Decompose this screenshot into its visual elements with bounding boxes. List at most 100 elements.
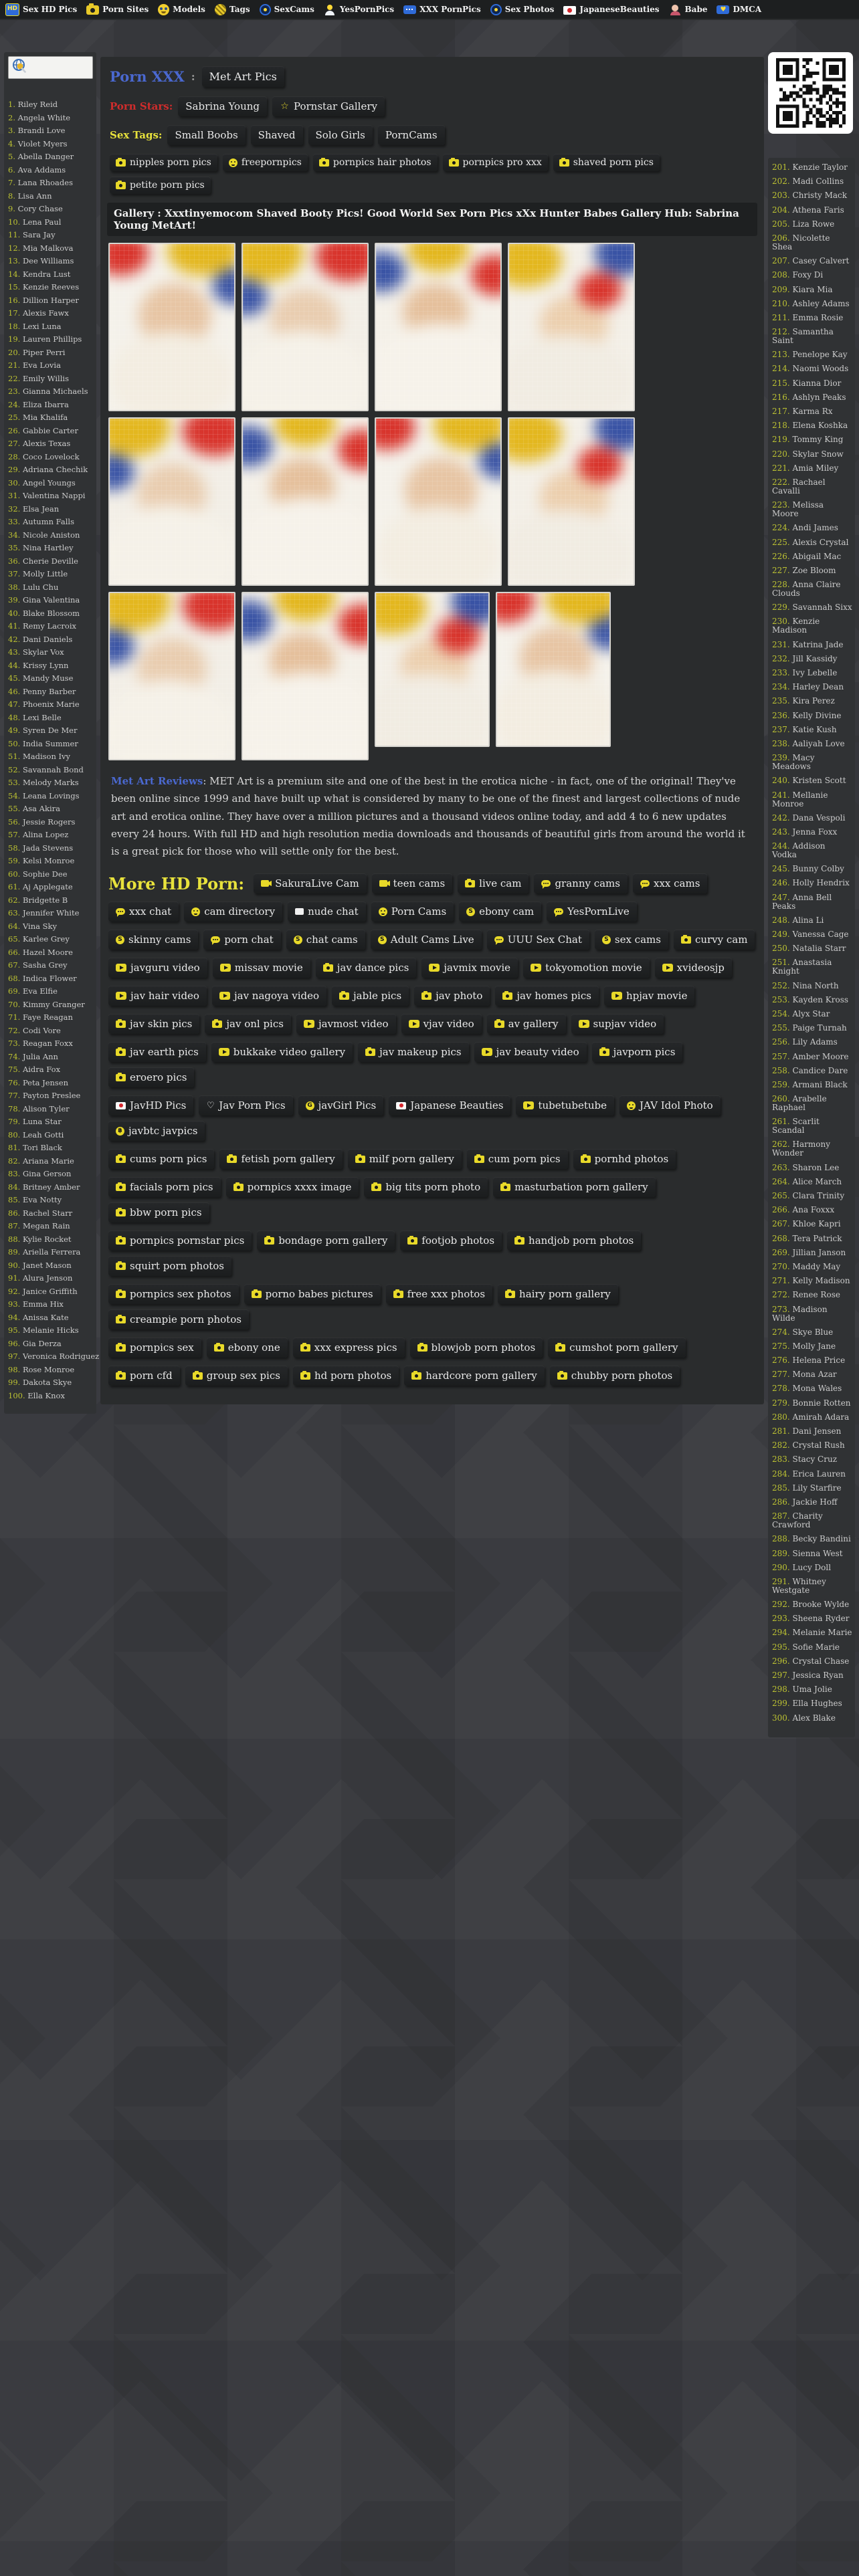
model-link[interactable]: 233. Ivy Lebelle: [772, 669, 852, 677]
quick-tag-button[interactable]: pornpics pro xxx: [442, 154, 548, 171]
model-link[interactable]: 299. Ella Hughes: [772, 1699, 852, 1708]
model-link[interactable]: 265. Clara Trinity: [772, 1192, 852, 1200]
hd-porn-link-button[interactable]: tokyomotion movie: [523, 958, 650, 978]
topbar-link-models[interactable]: Models: [158, 3, 205, 15]
hd-porn-link-button[interactable]: granny cams: [534, 873, 628, 894]
pornstar-gallery-button[interactable]: ☆ Pornstar Gallery: [272, 96, 385, 116]
model-link[interactable]: 249. Vanessa Cage: [772, 930, 852, 939]
gallery-thumbnail[interactable]: [108, 592, 235, 760]
model-link[interactable]: 83. Gina Gerson: [8, 1170, 93, 1178]
model-link[interactable]: 94. Anissa Kate: [8, 1313, 93, 1322]
model-link[interactable]: 10. Lena Paul: [8, 217, 93, 227]
model-link[interactable]: 293. Sheena Ryder: [772, 1614, 852, 1623]
hd-porn-link-button[interactable]: blowjob porn photos: [409, 1337, 543, 1358]
hd-porn-link-button[interactable]: xvideosjp: [654, 958, 732, 978]
model-link[interactable]: 53. Melody Marks: [8, 778, 93, 787]
hd-porn-link-button[interactable]: jav dance pics: [315, 958, 417, 978]
model-link[interactable]: 290. Lucy Doll: [772, 1563, 852, 1572]
hd-porn-link-button[interactable]: ฿ javbtc javpics: [108, 1121, 205, 1142]
model-link[interactable]: 39. Gina Valentina: [8, 596, 93, 605]
model-link[interactable]: 294. Melanie Marie: [772, 1628, 852, 1637]
topbar-link-porn-sites[interactable]: Porn Sites: [86, 3, 149, 15]
hd-porn-link-button[interactable]: JAV Idol Photo: [619, 1095, 721, 1116]
model-link[interactable]: 271. Kelly Madison: [772, 1277, 852, 1285]
model-link[interactable]: 246. Holly Hendrix: [772, 879, 852, 887]
model-link[interactable]: 223. Melissa Moore: [772, 501, 852, 518]
model-link[interactable]: 291. Whitney Westgate: [772, 1577, 852, 1595]
model-link[interactable]: 296. Crystal Chase: [772, 1656, 852, 1666]
model-link[interactable]: 275. Molly Jane: [772, 1341, 852, 1351]
model-link[interactable]: 283. Stacy Cruz: [772, 1455, 852, 1464]
model-link[interactable]: 21. Eva Lovia: [8, 361, 93, 370]
model-link[interactable]: 61. Aj Applegate: [8, 883, 93, 891]
model-link[interactable]: 57. Alina Lopez: [8, 831, 93, 839]
model-link[interactable]: 222. Rachael Cavalli: [772, 477, 852, 496]
gallery-thumbnail[interactable]: [242, 592, 369, 760]
gallery-thumbnail[interactable]: [375, 417, 502, 586]
model-link[interactable]: 98. Rose Monroe: [8, 1365, 93, 1374]
hd-porn-link-button[interactable]: chubby porn photos: [549, 1366, 680, 1386]
hd-porn-link-button[interactable]: YesPornLive: [547, 901, 637, 922]
model-link[interactable]: 90. Janet Mason: [8, 1261, 93, 1270]
model-link[interactable]: 208. Foxy Di: [772, 271, 852, 280]
model-link[interactable]: 30. Angel Youngs: [8, 478, 93, 488]
hd-porn-link-button[interactable]: av gallery: [486, 1014, 566, 1035]
model-link[interactable]: 95. Melanie Hicks: [8, 1326, 93, 1335]
hd-porn-link-button[interactable]: xxx chat: [108, 901, 179, 922]
hd-porn-link-button[interactable]: handjob porn photos: [507, 1230, 642, 1251]
hd-porn-link-button[interactable]: creampie porn photos: [108, 1309, 249, 1330]
model-link[interactable]: 298. Uma Jolie: [772, 1685, 852, 1694]
model-link[interactable]: 292. Brooke Wylde: [772, 1600, 852, 1609]
hd-porn-link-button[interactable]: jav earth pics: [108, 1042, 206, 1063]
hd-porn-link-button[interactable]: ebony one: [206, 1337, 288, 1358]
model-link[interactable]: 247. Anna Bell Peaks: [772, 893, 852, 911]
model-link[interactable]: 76. Peta Jensen: [8, 1078, 93, 1087]
hd-porn-link-button[interactable]: jav beauty video: [474, 1042, 587, 1063]
model-link[interactable]: 28. Coco Lovelock: [8, 452, 93, 461]
model-link[interactable]: 37. Molly Little: [8, 570, 93, 578]
model-link[interactable]: 295. Sofie Marie: [772, 1642, 852, 1652]
hd-porn-link-button[interactable]: SakuraLive Cam: [254, 873, 367, 894]
model-link[interactable]: 261. Scarlit Scandal: [772, 1117, 852, 1135]
model-link[interactable]: 282. Crystal Rush: [772, 1441, 852, 1450]
model-link[interactable]: 96. Gia Derza: [8, 1339, 93, 1348]
model-link[interactable]: 92. Janice Griffith: [8, 1287, 93, 1296]
hd-porn-link-button[interactable]: pornpics xxxx image: [225, 1177, 359, 1198]
model-link[interactable]: 38. Lulu Chu: [8, 582, 93, 592]
hd-porn-link-button[interactable]: JavHD Pics: [108, 1095, 194, 1116]
sex-tag-button[interactable]: Shaved: [250, 125, 303, 145]
hd-porn-link-button[interactable]: jav skin pics: [108, 1014, 200, 1035]
model-link[interactable]: 202. Madi Collins: [772, 177, 852, 186]
gallery-thumbnail[interactable]: [375, 243, 502, 411]
model-link[interactable]: 18. Lexi Luna: [8, 322, 93, 331]
model-link[interactable]: 55. Asa Akira: [8, 804, 93, 813]
model-link[interactable]: 210. Ashley Adams: [772, 299, 852, 308]
sex-tag-button[interactable]: PornCams: [377, 125, 445, 145]
hd-porn-link-button[interactable]: pornpics sex: [108, 1337, 201, 1358]
model-link[interactable]: 219. Tommy King: [772, 435, 852, 444]
model-link[interactable]: 207. Casey Calvert: [772, 257, 852, 265]
model-link[interactable]: 29. Adriana Chechik: [8, 465, 93, 474]
model-link[interactable]: 1. Riley Reid: [8, 100, 93, 109]
gallery-thumbnail[interactable]: [508, 243, 635, 411]
model-link[interactable]: 66. Hazel Moore: [8, 948, 93, 957]
model-link[interactable]: 32. Elsa Jean: [8, 504, 93, 514]
model-link[interactable]: 225. Alexis Crystal: [772, 538, 852, 547]
gallery-thumbnail[interactable]: [242, 243, 369, 411]
hd-porn-link-button[interactable]: javporn pics: [591, 1042, 683, 1063]
model-link[interactable]: 12. Mia Malkova: [8, 243, 93, 253]
hd-porn-link-button[interactable]: javmost video: [296, 1014, 396, 1035]
model-link[interactable]: 45. Mandy Muse: [8, 674, 93, 683]
hd-porn-link-button[interactable]: hardcore porn gallery: [404, 1366, 545, 1386]
hd-porn-link-button[interactable]: S Adult Cams Live: [370, 930, 482, 950]
gallery-thumbnail[interactable]: [375, 592, 490, 747]
model-link[interactable]: 44. Krissy Lynn: [8, 661, 93, 670]
model-link[interactable]: 93. Emma Hix: [8, 1300, 93, 1309]
model-link[interactable]: 263. Sharon Lee: [772, 1163, 852, 1172]
topbar-link-sexcams[interactable]: SexCams: [259, 3, 314, 15]
model-link[interactable]: 256. Lily Adams: [772, 1038, 852, 1047]
model-link[interactable]: 216. Ashlyn Peaks: [772, 393, 852, 402]
model-link[interactable]: 70. Kimmy Granger: [8, 1000, 93, 1009]
model-link[interactable]: 4. Violet Myers: [8, 139, 93, 148]
